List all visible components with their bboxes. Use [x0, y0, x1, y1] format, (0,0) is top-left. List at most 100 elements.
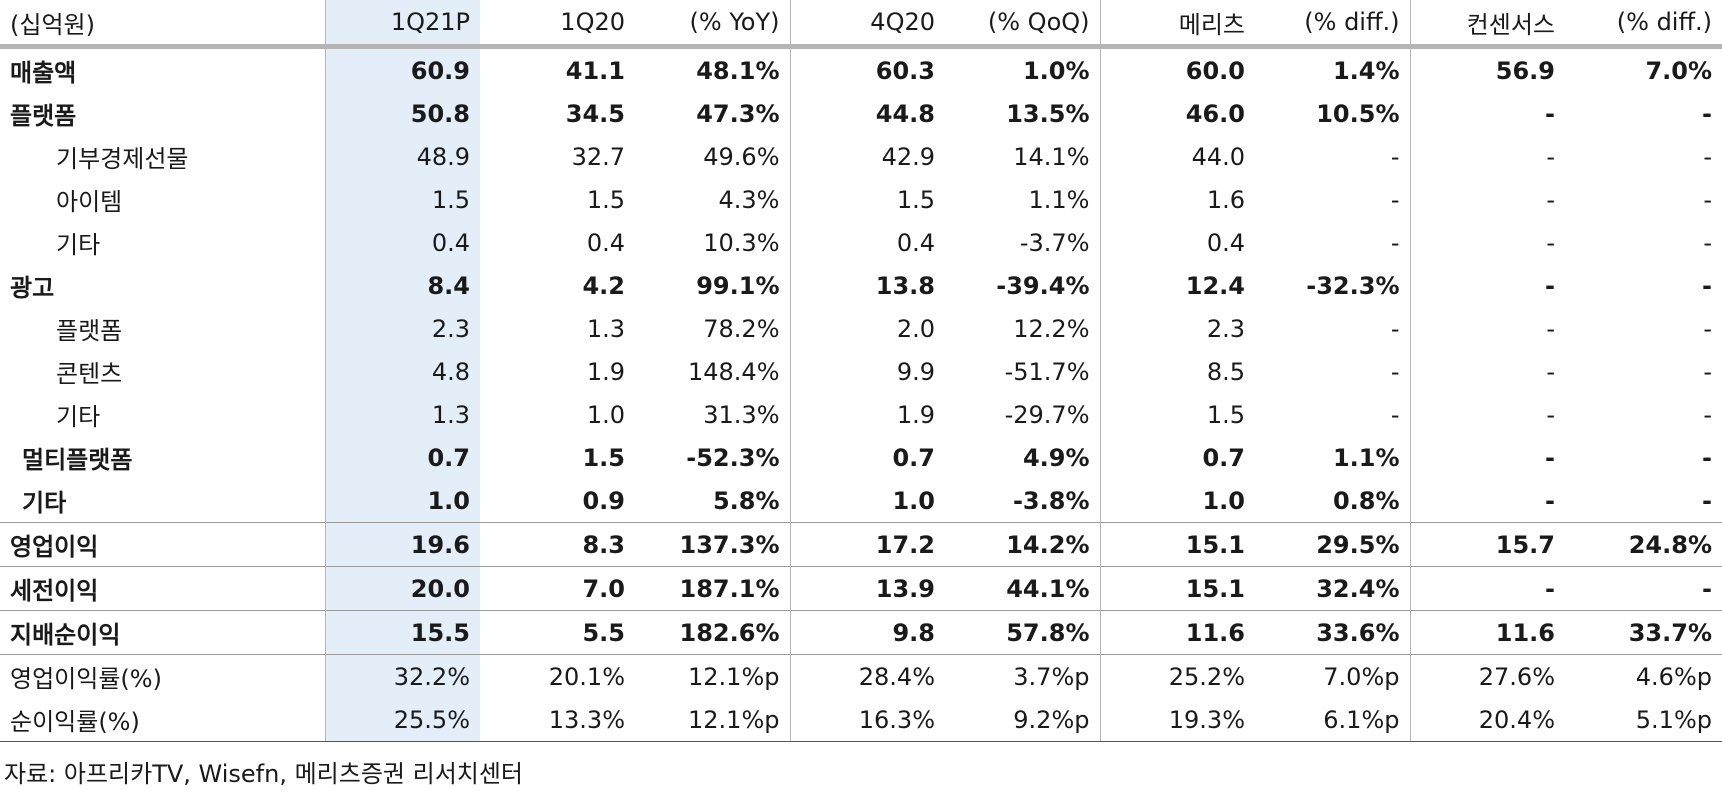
table-cell: 13.9 — [789, 566, 945, 611]
table-cell: 8.3 — [480, 522, 635, 567]
table-cell: 15.7 — [1409, 522, 1565, 567]
table-cell: 1.5 — [582, 443, 625, 472]
table-cell: 41.1 — [565, 56, 625, 85]
table-cell: 60.0 — [1099, 46, 1255, 92]
table-cell: 1.0 — [1099, 479, 1255, 523]
table-cell: 0.7 — [1099, 436, 1255, 479]
table-cell: 1.1% — [1332, 443, 1400, 472]
table-cell: 9.8 — [789, 610, 945, 655]
table-cell: 7.0 — [480, 566, 635, 611]
header-unit: (십억원) — [0, 0, 325, 49]
earnings-table: (십억원) 1Q21P 1Q20 (% YoY) 4Q20 (% QoQ) 메리… — [0, 0, 1722, 742]
table-cell: 25.2% — [1099, 654, 1255, 698]
table-row: 매출액 60.9 41.1 48.1% 60.3 1.0% 60.0 1.4% 56.9 7.0% — [0, 46, 1722, 92]
table-cell: 8.4 — [324, 264, 480, 307]
table-cell: 31.3% — [703, 400, 780, 429]
table-cell: -3.8% — [1012, 486, 1090, 515]
table-cell: 1.1% — [1028, 185, 1090, 214]
table-cell: 78.2% — [703, 314, 780, 343]
row-label: 영업이익률(%) — [0, 654, 325, 698]
table-cell: 1.4% — [1332, 56, 1400, 85]
table-cell: - — [1390, 314, 1400, 343]
table-cell: - — [1390, 357, 1400, 386]
table-cell: - — [1702, 486, 1712, 515]
row-label: 플랫폼 — [10, 102, 77, 130]
table-cell: - — [1702, 99, 1712, 128]
table-cell: -3.7% — [1019, 228, 1090, 257]
table-cell: 48.9 — [324, 135, 480, 178]
row-label: 지배순이익 — [0, 610, 325, 655]
table-row: 콘텐츠 4.8 1.9 148.4% 9.9 -51.7% 8.5- - - — [0, 350, 1722, 393]
row-label: 기타 — [22, 489, 67, 517]
table-cell: 27.6% — [1409, 654, 1565, 698]
table-cell: 11.6 — [1409, 610, 1565, 655]
table-row: 기타 0.4 0.4 10.3% 0.4 -3.7% 0.4- - - — [0, 221, 1722, 264]
source-note: 자료: 아프리카TV, Wisefn, 메리츠증권 리서치센터 — [4, 760, 524, 788]
header-1q21p: 1Q21P — [324, 0, 480, 49]
table-cell: 32.2% — [324, 654, 480, 698]
table-cell: 25.5% — [324, 698, 480, 742]
table-cell: 60.9 — [324, 46, 480, 92]
table-row: 아이템 1.5 1.5 4.3% 1.5 1.1% 1.6- - - — [0, 178, 1722, 221]
table-cell: 0.7 — [789, 436, 945, 479]
table-cell: 57.8% — [945, 610, 1100, 655]
row-label: 기부경제선물 — [56, 145, 189, 173]
table-cell: 44.1% — [945, 566, 1100, 611]
table-cell: 137.3% — [635, 522, 790, 567]
table-cell: 32.4% — [1255, 566, 1410, 611]
table-cell: - — [1409, 178, 1565, 221]
header-1q20: 1Q20 — [480, 0, 635, 49]
table-row: 광고 8.4 4.2 99.1% 13.8 -39.4% 12.4 -32.3% - - — [0, 264, 1722, 307]
header-consensus-diff: (% diff.) — [1565, 0, 1722, 49]
table-row: 플랫폼 2.3 1.3 78.2% 2.0 12.2% 2.3- - - — [0, 307, 1722, 350]
table-cell: 4.9% — [1022, 443, 1090, 472]
header-yoy: (% YoY) — [635, 0, 790, 49]
table-cell: 42.9 — [789, 135, 945, 178]
table-cell: 1.5 — [789, 178, 945, 221]
table-row: 지배순이익 15.5 5.5 182.6% 9.8 57.8% 11.6 33.6% 11.6 3… — [0, 610, 1722, 655]
table-cell: 8.5 — [1099, 350, 1255, 393]
header-qoq: (% QoQ) — [945, 0, 1100, 49]
table-cell: 33.6% — [1255, 610, 1410, 655]
table-cell: - — [1703, 400, 1712, 429]
table-cell: 1.9 — [789, 393, 945, 436]
row-label: 멀티플랫폼 — [22, 446, 133, 474]
table-row: 영업이익 19.6 8.3 137.3% 17.2 14.2% 15.1 29.5% 15.7 2… — [0, 522, 1722, 567]
table-cell: 3.7%p — [945, 654, 1100, 698]
table-cell: 4.2 — [582, 271, 625, 300]
row-label: 콘텐츠 — [56, 360, 123, 388]
table-cell: 0.9 — [582, 486, 625, 515]
table-cell: 13.3% — [480, 698, 635, 742]
table-cell: 1.0 — [789, 479, 945, 523]
header-consensus: 컨센서스 — [1409, 0, 1565, 49]
table-cell: 48.1% — [696, 56, 780, 85]
table-row: 세전이익 20.0 7.0 187.1% 13.9 44.1% 15.1 32.4% - - — [0, 566, 1722, 611]
table-cell: 12.1%p — [635, 654, 790, 698]
table-cell: 13.5% — [1006, 99, 1090, 128]
table-cell: 1.9 — [586, 357, 625, 386]
table-cell: 12.1%p — [635, 698, 790, 742]
table-cell: 99.1% — [696, 271, 780, 300]
table-cell: 1.5 — [1099, 393, 1255, 436]
table-cell: 20.1% — [480, 654, 635, 698]
table-cell: 0.7 — [324, 436, 480, 479]
table-cell: 20.0 — [324, 566, 480, 611]
table-cell: 32.7 — [571, 142, 625, 171]
table-header-row: (십억원) 1Q21P 1Q20 (% YoY) 4Q20 (% QoQ) 메리… — [0, 0, 1722, 49]
table-cell: 14.1% — [1013, 142, 1090, 171]
table-cell: 46.0 — [1099, 92, 1255, 135]
table-cell: - — [1390, 228, 1400, 257]
table-cell: 0.4 — [1099, 221, 1255, 264]
row-label: 세전이익 — [0, 566, 325, 611]
row-label: 아이템 — [56, 188, 123, 216]
table-cell: 1.3 — [586, 314, 625, 343]
table-cell: 47.3% — [696, 99, 780, 128]
header-meritz: 메리츠 — [1099, 0, 1255, 49]
table-cell: 60.3 — [789, 46, 945, 92]
table-row: 영업이익률(%) 32.2% 20.1% 12.1%p 28.4% 3.7%p 25.2% 7… — [0, 654, 1722, 698]
table-cell: 12.2% — [1013, 314, 1090, 343]
table-cell: - — [1409, 393, 1565, 436]
table-cell: - — [1409, 92, 1565, 135]
table-row: 순이익률(%) 25.5% 13.3% 12.1%p 16.3% 9.2%p 19.3% 6.… — [0, 698, 1722, 742]
header-meritz-diff: (% diff.) — [1255, 0, 1410, 49]
